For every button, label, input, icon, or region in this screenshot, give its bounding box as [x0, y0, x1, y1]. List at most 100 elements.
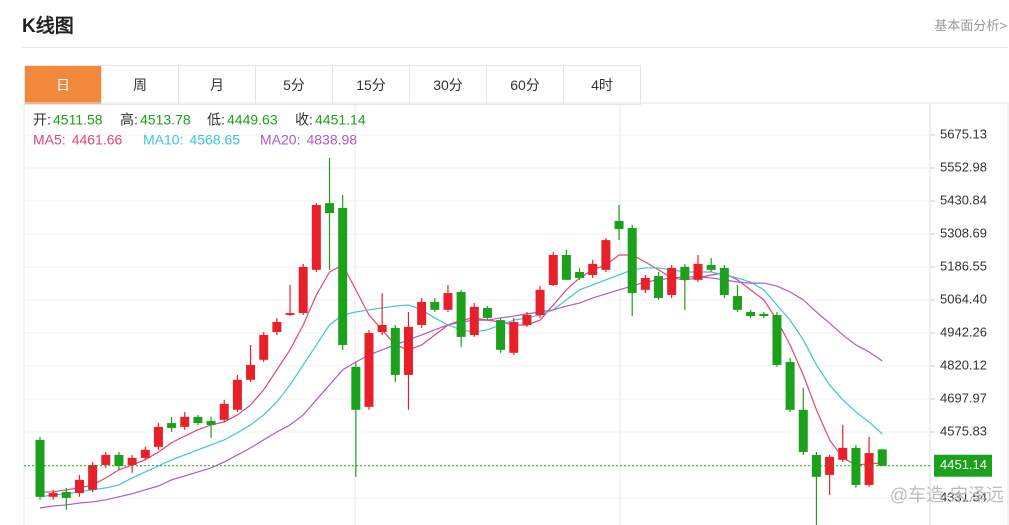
candle-body: [535, 289, 545, 315]
candle-body: [877, 449, 887, 466]
y-tick-label: 4575.83: [940, 423, 987, 438]
period-tab[interactable]: 周: [102, 66, 179, 104]
legend-label: MA10:: [143, 132, 183, 148]
candle-body: [482, 307, 492, 318]
info-label: 高:: [120, 112, 138, 128]
candle-body: [88, 464, 98, 490]
candle-body: [443, 293, 453, 310]
candle-body: [417, 302, 427, 325]
candle-body: [193, 416, 203, 424]
candle-body: [785, 361, 795, 410]
candle-body: [48, 493, 58, 497]
candle-body: [430, 302, 440, 310]
candle-body: [272, 321, 282, 332]
candle-body: [654, 276, 664, 298]
candle-body: [680, 266, 690, 280]
divider: [22, 47, 1008, 48]
candle-body: [180, 416, 190, 427]
candle-body: [667, 267, 677, 295]
candle-body: [469, 306, 479, 335]
period-tabs: 日周月 5分 15分 30分 60分 4时: [24, 65, 641, 105]
period-tab[interactable]: 5分: [256, 66, 333, 104]
y-tick-label: 4331.54: [940, 489, 987, 504]
candle-body: [298, 266, 308, 314]
candle-body: [338, 207, 348, 345]
candle-body: [140, 449, 150, 458]
legend-label: MA5:: [33, 132, 66, 148]
candle-body: [864, 453, 874, 485]
info-label: 开:: [33, 112, 51, 128]
y-tick-label: 5552.98: [940, 159, 987, 174]
candle-body: [693, 263, 703, 280]
candle-body: [114, 454, 124, 467]
candle-body: [746, 312, 756, 317]
period-tab[interactable]: 月: [179, 66, 256, 104]
y-tick-label: 5308.69: [940, 225, 987, 240]
fundamental-link[interactable]: 基本面分析>: [934, 18, 1007, 33]
candle-body: [259, 334, 269, 360]
candle-body: [377, 324, 387, 332]
candle-body: [851, 447, 861, 485]
legend: 开: 4511.58 高: 4513.78 低: 4449.63 收: 4451.14 MA5:…: [33, 112, 366, 148]
y-tick-label: 5064.40: [940, 291, 987, 306]
candle-body: [35, 439, 45, 497]
candle-body: [232, 379, 242, 410]
info-label: 低:: [207, 112, 225, 128]
period-tab[interactable]: 15分: [333, 66, 410, 104]
candle-body: [798, 409, 808, 452]
legend-label: MA20:: [260, 132, 300, 148]
period-tab[interactable]: 30分: [410, 66, 487, 104]
info-value: 4511.58: [53, 112, 103, 128]
candle-body: [772, 314, 782, 365]
candle-body: [167, 423, 177, 428]
candle-body: [627, 227, 637, 294]
candle-body: [548, 254, 558, 285]
y-tick-label: 4820.12: [940, 357, 987, 372]
period-tab[interactable]: 4时: [564, 66, 641, 104]
candle-body: [719, 267, 729, 295]
candle-body: [101, 454, 111, 465]
candle-body: [706, 264, 716, 270]
info-label: 收:: [295, 112, 313, 128]
plot-frame: [23, 102, 1009, 525]
candle-body: [219, 403, 229, 420]
candle-body: [601, 240, 611, 270]
y-tick-label: 4697.97: [940, 390, 987, 405]
legend-value: 4461.66: [72, 132, 123, 148]
candle-body: [575, 272, 585, 278]
candle-body: [403, 326, 413, 375]
candle-body: [61, 491, 71, 498]
candle-body: [759, 313, 769, 317]
candle-body: [351, 366, 361, 410]
candle-body: [311, 205, 321, 270]
candle-body: [588, 263, 598, 275]
candle-body: [456, 292, 466, 337]
info-value: 4449.63: [227, 112, 278, 128]
candle-body: [285, 313, 295, 315]
candle-body: [153, 426, 163, 447]
y-tick-label: 5675.13: [940, 126, 987, 141]
candle-body: [74, 479, 84, 494]
y-tick-label: 5430.84: [940, 192, 987, 207]
watermark: @车造-宋泽远: [890, 485, 1004, 505]
last-price-box: [934, 454, 992, 477]
candle-body: [838, 447, 848, 460]
candle-body: [364, 333, 374, 407]
period-tab[interactable]: 日: [25, 66, 102, 104]
candle-body: [732, 296, 742, 310]
y-tick-label: 5186.55: [940, 258, 987, 273]
candle-body: [561, 254, 571, 280]
candle-body: [522, 314, 532, 325]
grid: 4331.54 4575.83 4697.97 4820.12 4942.26 5064.…: [24, 126, 987, 504]
candle-body: [509, 321, 519, 353]
legend-value: 4568.65: [189, 132, 240, 148]
candle-body: [206, 420, 216, 425]
page-title: K线图: [22, 16, 74, 37]
last-price-label: 4451.14: [940, 457, 987, 472]
candle-body: [640, 277, 650, 290]
candle-body: [614, 220, 624, 230]
period-tab[interactable]: 60分: [487, 66, 564, 104]
candle-body: [496, 320, 506, 350]
